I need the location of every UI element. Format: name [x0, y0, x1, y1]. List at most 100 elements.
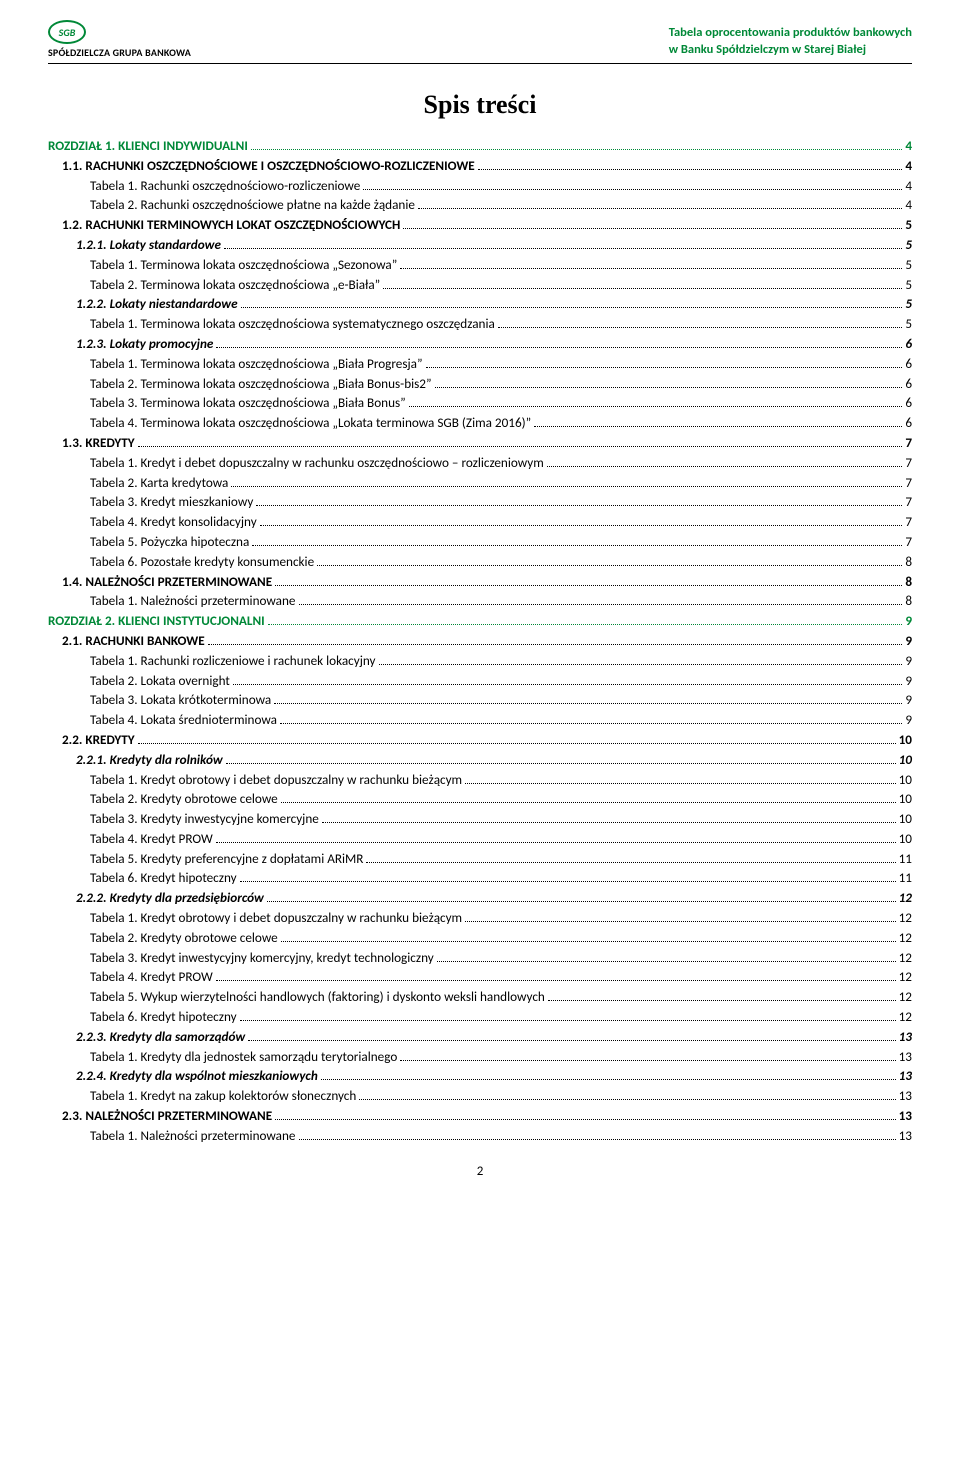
toc-label: Tabela 6. Kredyt hipoteczny	[90, 868, 237, 888]
toc-line: Tabela 4. Kredyt konsolidacyjny 7	[90, 512, 912, 532]
toc-page: 13	[899, 1106, 912, 1126]
toc-page: 13	[899, 1066, 912, 1086]
toc-page: 6	[905, 393, 912, 413]
toc-line: Tabela 2. Kredyty obrotowe celowe 12	[90, 928, 912, 948]
toc-dots	[403, 228, 902, 229]
toc-dots	[366, 862, 895, 863]
toc-dots	[281, 802, 896, 803]
toc-dots	[241, 307, 903, 308]
toc-page: 13	[899, 1047, 912, 1067]
toc-dots	[426, 367, 903, 368]
toc-dots	[256, 505, 902, 506]
toc-line: ROZDZIAŁ 1. KLIENCI INDYWIDUALNI 4	[48, 136, 912, 156]
toc-line: Tabela 1. Należności przeterminowane 13	[90, 1126, 912, 1146]
header-left-subtitle: SPÓŁDZIELCZA GRUPA BANKOWA	[48, 46, 191, 59]
toc-label: Tabela 1. Rachunki oszczędnościowo-rozli…	[90, 176, 360, 196]
toc-line: Tabela 1. Kredyt na zakup kolektorów sło…	[90, 1086, 912, 1106]
toc-label: 2.2.2. Kredyty dla przedsiębiorców	[76, 888, 264, 908]
toc-dots	[280, 723, 902, 724]
toc-page: 10	[899, 770, 912, 790]
toc-page: 4	[905, 156, 912, 176]
toc-page: 5	[905, 215, 912, 235]
toc-dots	[138, 743, 896, 744]
toc-page: 9	[905, 631, 912, 651]
toc-line: Tabela 4. Lokata średnioterminowa 9	[90, 710, 912, 730]
toc-label: Tabela 4. Kredyt PROW	[90, 829, 213, 849]
toc-dots	[216, 980, 896, 981]
toc-page: 9	[905, 710, 912, 730]
toc-label: Tabela 3. Terminowa lokata oszczędnościo…	[90, 393, 406, 413]
toc-dots	[299, 1139, 896, 1140]
toc-line: Tabela 3. Kredyty inwestycyjne komercyjn…	[90, 809, 912, 829]
toc-page: 6	[905, 354, 912, 374]
toc-page: 8	[905, 591, 912, 611]
toc-label: 1.2. RACHUNKI TERMINOWYCH LOKAT OSZCZĘDN…	[62, 215, 400, 235]
toc-page: 12	[899, 1007, 912, 1027]
toc-line: 2.2.4. Kredyty dla wspólnot mieszkaniowy…	[76, 1066, 912, 1086]
toc-label: Tabela 3. Lokata krótkoterminowa	[90, 690, 271, 710]
toc-label: 1.2.2. Lokaty niestandardowe	[76, 294, 238, 314]
toc-label: Tabela 3. Kredyty inwestycyjne komercyjn…	[90, 809, 319, 829]
toc-page: 8	[905, 552, 912, 572]
toc-dots	[321, 1079, 896, 1080]
toc-label: Tabela 6. Pozostałe kredyty konsumenckie	[90, 552, 314, 572]
toc-label: Tabela 1. Rachunki rozliczeniowe i rachu…	[90, 651, 376, 671]
page-header: SGB SPÓŁDZIELCZA GRUPA BANKOWA Tabela op…	[48, 20, 912, 64]
toc-line: 2.2.1. Kredyty dla rolników 10	[76, 750, 912, 770]
toc-line: ROZDZIAŁ 2. KLIENCI INSTYTUCJONALNI 9	[48, 611, 912, 631]
toc-label: 2.2.3. Kredyty dla samorządów	[76, 1027, 245, 1047]
toc-page: 12	[899, 888, 912, 908]
logo: SGB	[48, 20, 86, 44]
toc-page: 4	[905, 195, 912, 215]
toc-label: Tabela 2. Karta kredytowa	[90, 473, 228, 493]
toc-label: Tabela 1. Terminowa lokata oszczędnościo…	[90, 255, 397, 275]
toc-label: Tabela 2. Terminowa lokata oszczędnościo…	[90, 275, 380, 295]
toc-line: Tabela 2. Terminowa lokata oszczędnościo…	[90, 275, 912, 295]
toc-dots	[252, 545, 902, 546]
toc-dots	[216, 842, 896, 843]
toc-dots	[363, 189, 902, 190]
toc-line: Tabela 6. Kredyt hipoteczny 12	[90, 1007, 912, 1027]
toc-dots	[418, 208, 902, 209]
toc-line: Tabela 1. Rachunki oszczędnościowo-rozli…	[90, 176, 912, 196]
toc-page: 12	[899, 948, 912, 968]
toc-line: 1.3. KREDYTY 7	[62, 433, 912, 453]
toc-dots	[547, 466, 903, 467]
toc-label: Tabela 1. Terminowa lokata oszczędnościo…	[90, 314, 495, 334]
toc-label: 1.4. NALEŻNOŚCI PRZETERMINOWANE	[62, 572, 272, 592]
toc-line: 1.2.1. Lokaty standardowe 5	[76, 235, 912, 255]
toc-label: Tabela 1. Kredyt na zakup kolektorów sło…	[90, 1086, 356, 1106]
toc-line: Tabela 1. Należności przeterminowane 8	[90, 591, 912, 611]
toc-page: 10	[899, 829, 912, 849]
toc-line: Tabela 2. Karta kredytowa 7	[90, 473, 912, 493]
toc-page: 4	[905, 136, 912, 156]
toc-page: 11	[899, 849, 912, 869]
toc-label: Tabela 1. Kredyty dla jednostek samorząd…	[90, 1047, 397, 1067]
toc-label: Tabela 4. Kredyt konsolidacyjny	[90, 512, 257, 532]
toc-label: Tabela 2. Terminowa lokata oszczędnościo…	[90, 374, 432, 394]
toc-page: 6	[905, 334, 912, 354]
toc-line: Tabela 1. Kredyt obrotowy i debet dopusz…	[90, 770, 912, 790]
toc-page: 6	[905, 374, 912, 394]
toc-dots	[409, 406, 903, 407]
toc-label: Tabela 1. Należności przeterminowane	[90, 1126, 296, 1146]
toc-dots	[260, 525, 903, 526]
toc-label: Tabela 1. Kredyt obrotowy i debet dopusz…	[90, 770, 462, 790]
toc-dots	[231, 486, 902, 487]
toc-label: Tabela 2. Kredyty obrotowe celowe	[90, 928, 278, 948]
toc-label: ROZDZIAŁ 1. KLIENCI INDYWIDUALNI	[48, 136, 248, 156]
toc-label: Tabela 2. Lokata overnight	[90, 671, 230, 691]
toc-line: Tabela 3. Terminowa lokata oszczędnościo…	[90, 393, 912, 413]
toc-line: Tabela 2. Kredyty obrotowe celowe 10	[90, 789, 912, 809]
toc-page: 12	[899, 987, 912, 1007]
header-right-line2: w Banku Spółdzielczym w Starej Białej	[669, 42, 912, 59]
page-title: Spis treści	[48, 90, 912, 120]
toc-dots	[400, 1060, 895, 1061]
toc-line: 1.4. NALEŻNOŚCI PRZETERMINOWANE 8	[62, 572, 912, 592]
toc-line: Tabela 1. Terminowa lokata oszczędnościo…	[90, 314, 912, 334]
toc-dots	[465, 783, 896, 784]
toc-dots	[317, 565, 902, 566]
toc-dots	[226, 763, 896, 764]
toc-page: 9	[905, 690, 912, 710]
toc-line: Tabela 5. Pożyczka hipoteczna 7	[90, 532, 912, 552]
